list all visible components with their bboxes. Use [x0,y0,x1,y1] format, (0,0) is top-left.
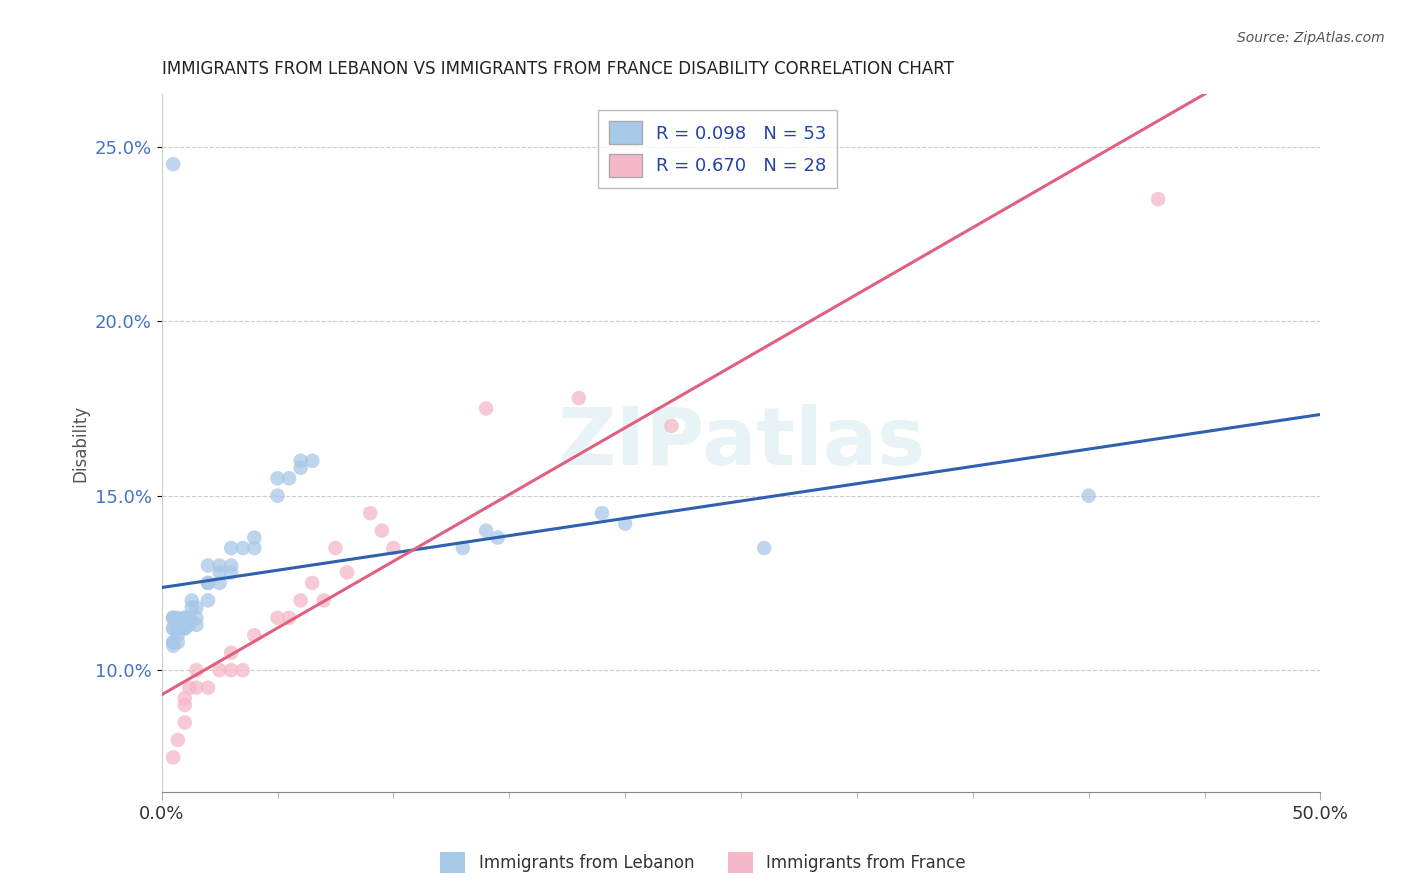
Point [186,663,208,677]
Point [167,611,190,625]
Point [243,541,266,555]
Point [162,635,184,649]
Point [1077,489,1099,503]
Point [219,566,242,580]
Point [486,531,509,545]
Point [219,541,242,555]
Point [312,593,335,607]
Point [197,576,219,591]
Point [243,531,266,545]
Point [173,617,195,632]
Point [173,611,195,625]
Point [180,600,202,615]
Point [475,524,498,538]
Text: ZIPatlas: ZIPatlas [557,404,925,483]
Text: IMMIGRANTS FROM LEBANON VS IMMIGRANTS FROM FRANCE DISABILITY CORRELATION CHART: IMMIGRANTS FROM LEBANON VS IMMIGRANTS FR… [162,60,953,78]
Point [475,401,498,416]
Point [208,566,231,580]
Point [371,524,394,538]
Point [186,611,208,625]
Point [754,541,776,555]
Point [197,681,219,695]
Point [167,621,190,635]
Point [266,471,288,485]
Point [359,506,381,520]
Point [208,663,231,677]
Point [186,617,208,632]
Point [591,506,613,520]
Point [162,621,184,635]
Point [219,663,242,677]
Point [173,715,195,730]
Point [208,558,231,573]
Point [266,489,288,503]
Point [325,541,347,555]
Point [162,611,184,625]
Point [661,418,683,433]
Point [162,639,184,653]
Point [197,593,219,607]
Point [162,621,184,635]
Point [290,454,312,468]
Point [173,617,195,632]
Point [197,558,219,573]
Point [208,576,231,591]
Point [167,635,190,649]
Point [173,698,195,712]
Point [290,460,312,475]
Point [301,454,323,468]
Point [162,750,184,764]
Point [219,646,242,660]
Point [197,576,219,591]
Point [301,576,323,591]
Legend: Immigrants from Lebanon, Immigrants from France: Immigrants from Lebanon, Immigrants from… [434,846,972,880]
Point [173,691,195,706]
Point [219,558,242,573]
Point [167,621,190,635]
Point [232,541,254,555]
Point [162,611,184,625]
Point [232,663,254,677]
Point [266,611,288,625]
Point [179,617,201,632]
Point [162,635,184,649]
Point [186,600,208,615]
Point [290,593,312,607]
Point [173,611,195,625]
Point [180,593,202,607]
Point [382,541,405,555]
Point [173,621,195,635]
Y-axis label: Disability: Disability [72,405,89,482]
Point [179,681,201,695]
Point [173,621,195,635]
Legend: R = 0.098   N = 53, R = 0.670   N = 28: R = 0.098 N = 53, R = 0.670 N = 28 [599,111,838,187]
Point [278,471,301,485]
Point [162,157,184,171]
Point [568,391,591,405]
Point [243,628,266,642]
Point [451,541,474,555]
Point [167,628,190,642]
Point [179,611,201,625]
Point [167,733,190,747]
Point [162,611,184,625]
Point [278,611,301,625]
Point [336,566,359,580]
Point [614,516,637,531]
Point [186,681,208,695]
Text: Source: ZipAtlas.com: Source: ZipAtlas.com [1237,31,1385,45]
Point [1147,192,1170,206]
